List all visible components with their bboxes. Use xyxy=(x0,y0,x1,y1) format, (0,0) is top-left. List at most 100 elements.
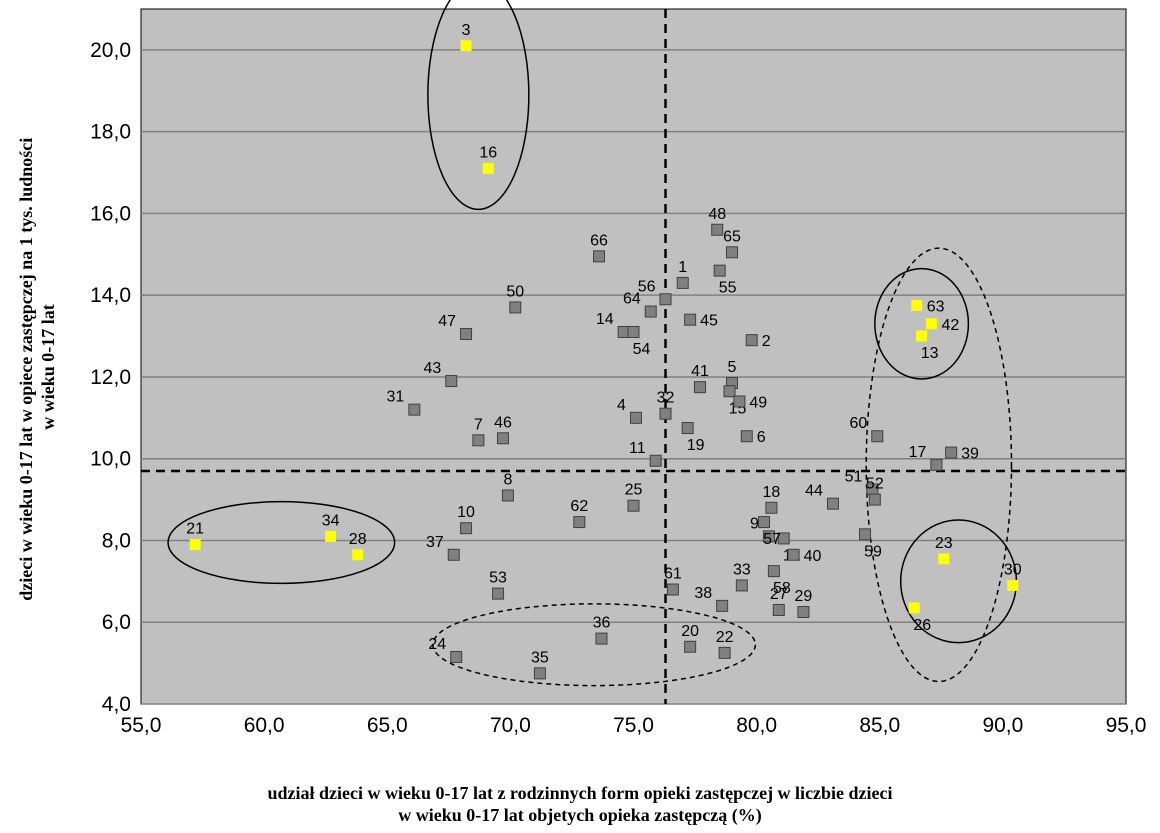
data-point xyxy=(684,640,697,653)
data-point xyxy=(629,411,642,424)
point-label: 63 xyxy=(927,298,945,315)
data-point xyxy=(911,299,923,311)
point-label: 27 xyxy=(770,586,788,603)
y-tick-label: 4,0 xyxy=(102,693,131,716)
point-label: 59 xyxy=(864,543,882,560)
x-tick-label: 75,0 xyxy=(613,714,654,737)
data-point xyxy=(492,587,505,600)
data-point xyxy=(460,328,473,341)
point-label: 14 xyxy=(596,311,614,328)
data-point xyxy=(450,650,463,663)
data-point xyxy=(797,606,810,619)
point-label: 65 xyxy=(723,228,741,245)
point-label: 50 xyxy=(506,283,524,300)
point-label: 10 xyxy=(457,504,475,521)
y-axis-title-line-2: w wieku 0-17 lat xyxy=(38,304,58,430)
data-point xyxy=(501,489,514,502)
data-point xyxy=(659,407,672,420)
data-point xyxy=(666,583,679,596)
cluster-ellipse xyxy=(874,267,970,380)
data-point xyxy=(716,599,729,612)
point-label: 57 xyxy=(763,531,781,548)
data-point xyxy=(938,553,950,565)
point-label: 42 xyxy=(941,317,959,334)
cluster-ellipse xyxy=(427,0,530,211)
x-axis-title-line-2: w wieku 0-17 lat objetych opieka zastępc… xyxy=(398,805,762,825)
point-label: 64 xyxy=(623,291,641,308)
data-point xyxy=(573,516,586,529)
point-label: 36 xyxy=(593,615,611,632)
point-label: 66 xyxy=(590,232,608,249)
x-tick-label: 85,0 xyxy=(859,714,900,737)
point-label: 46 xyxy=(494,414,512,431)
point-label: 58 xyxy=(773,580,791,597)
point-label: 60 xyxy=(849,415,867,432)
data-point xyxy=(916,330,928,342)
point-label: 51 xyxy=(845,468,863,485)
point-label: 24 xyxy=(428,636,446,653)
point-label: 33 xyxy=(733,561,751,578)
data-point xyxy=(460,522,473,535)
y-tick-label: 14,0 xyxy=(90,284,131,307)
point-label: 53 xyxy=(489,570,507,587)
point-label: 21 xyxy=(186,521,204,538)
y-tick-label: 10,0 xyxy=(90,448,131,471)
scatter-chart: 1234567891011121314151617181920212223242… xyxy=(16,0,1147,737)
point-label: 31 xyxy=(387,389,405,406)
data-point xyxy=(482,162,494,174)
x-tick-label: 90,0 xyxy=(982,714,1023,737)
point-label: 28 xyxy=(349,531,367,548)
data-point xyxy=(718,646,731,659)
data-point xyxy=(325,530,337,542)
point-label: 48 xyxy=(708,206,726,223)
data-point xyxy=(868,493,881,506)
x-tick-label: 95,0 xyxy=(1106,714,1147,737)
point-label: 18 xyxy=(763,484,781,501)
data-point xyxy=(595,632,608,645)
point-label: 61 xyxy=(664,566,682,583)
point-label: 6 xyxy=(757,429,766,446)
data-point xyxy=(740,430,753,443)
y-axis-title-line-1: dzieci w wieku 0-17 lat w opiece zastępc… xyxy=(16,138,36,601)
point-label: 17 xyxy=(909,444,927,461)
data-point xyxy=(871,430,884,443)
point-label: 3 xyxy=(462,22,471,39)
point-label: 30 xyxy=(1004,561,1022,578)
point-label: 44 xyxy=(805,483,823,500)
point-label: 26 xyxy=(913,617,931,634)
data-point xyxy=(509,301,522,314)
data-point xyxy=(533,667,546,680)
point-label: 55 xyxy=(719,280,737,297)
data-point xyxy=(352,549,364,561)
point-label: 11 xyxy=(629,440,646,457)
data-point xyxy=(627,499,640,512)
data-point xyxy=(713,264,726,277)
data-point xyxy=(930,458,943,471)
data-point xyxy=(745,334,758,347)
x-tick-labels: 55,0 60,0 65,0 70,0 75,0 80,0 85,0 90,0 95,0 xyxy=(121,714,1147,737)
point-label: 37 xyxy=(426,534,444,551)
point-label: 43 xyxy=(423,360,441,377)
data-point xyxy=(496,432,509,445)
data-point xyxy=(1007,579,1019,591)
x-tick-label: 70,0 xyxy=(490,714,531,737)
point-label: 56 xyxy=(638,278,656,295)
data-point xyxy=(723,385,736,398)
y-tick-label: 8,0 xyxy=(102,529,131,552)
point-label: 39 xyxy=(961,446,979,463)
point-label: 41 xyxy=(691,363,709,380)
point-label: 22 xyxy=(716,629,734,646)
y-tick-label: 18,0 xyxy=(90,121,131,144)
data-point xyxy=(189,539,201,551)
data-point xyxy=(659,293,672,306)
point-label: 1 xyxy=(678,259,687,276)
y-tick-label: 20,0 xyxy=(90,39,131,62)
data-point xyxy=(777,532,790,545)
point-label: 62 xyxy=(570,498,588,515)
cluster-ellipse xyxy=(865,247,1013,683)
point-label: 29 xyxy=(795,588,813,605)
point-label: 16 xyxy=(479,144,497,161)
point-label: 35 xyxy=(531,649,549,666)
data-point xyxy=(649,454,662,467)
data-point xyxy=(676,276,689,289)
